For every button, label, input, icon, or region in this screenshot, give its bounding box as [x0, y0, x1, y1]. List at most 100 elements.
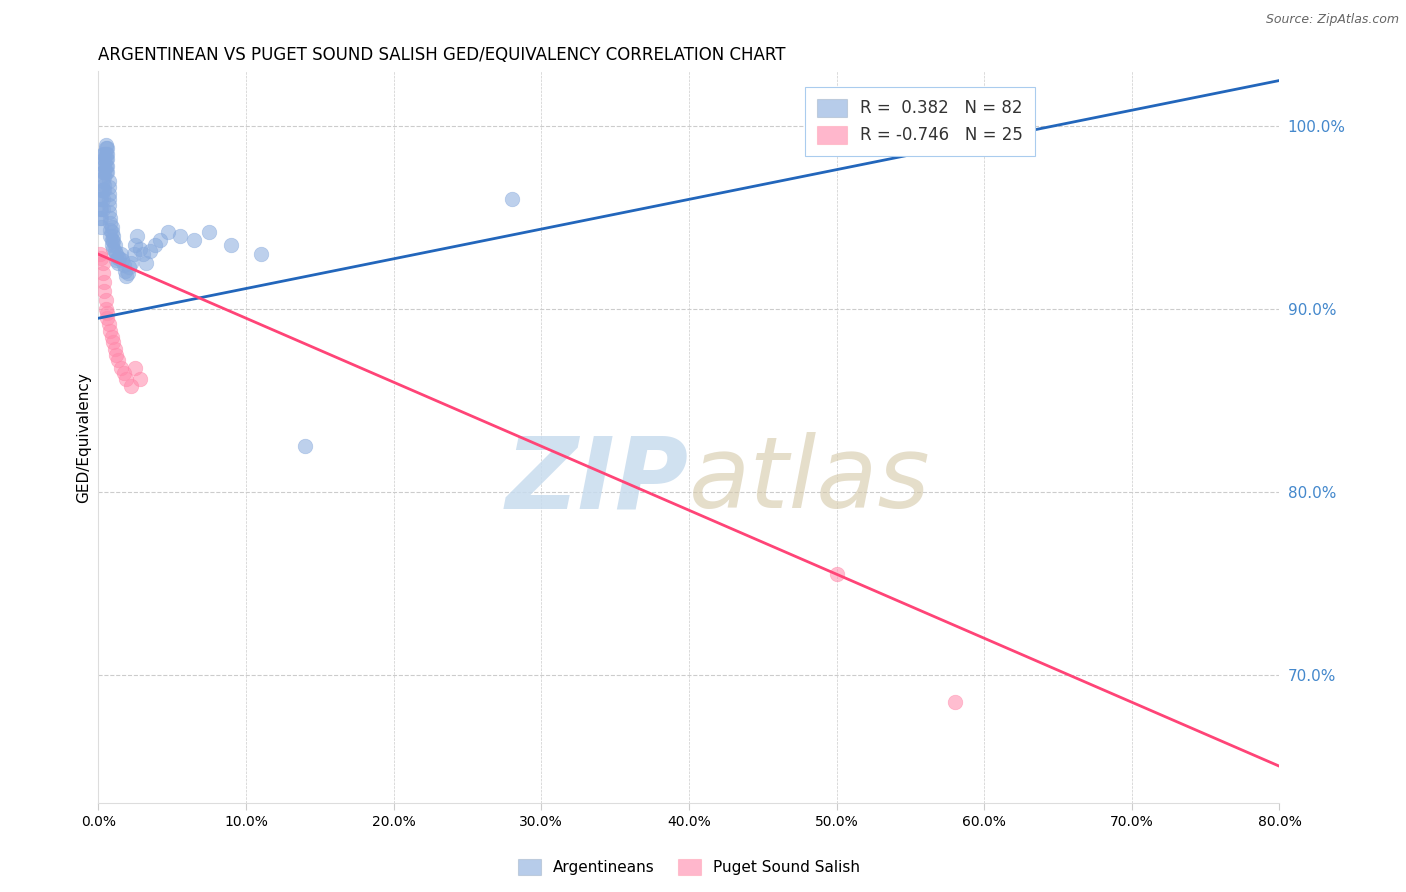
Point: [107, 251, 129, 265]
Point: [93, 183, 115, 197]
Point: [97, 186, 120, 201]
Point: [114, 263, 136, 277]
Point: [93, 170, 115, 185]
Point: [124, 360, 146, 375]
Point: [100, 233, 122, 247]
Point: [93, 178, 115, 192]
Point: [96, 141, 118, 155]
Point: [91, 183, 114, 197]
Point: [94, 160, 117, 174]
Point: [98, 324, 121, 338]
Point: [91, 146, 114, 161]
Text: Source: ZipAtlas.com: Source: ZipAtlas.com: [1265, 13, 1399, 27]
Point: [103, 235, 125, 249]
Point: [120, 256, 142, 270]
Point: [100, 225, 122, 239]
Point: [125, 228, 148, 243]
Point: [94, 137, 117, 152]
Point: [91, 256, 114, 270]
Point: [107, 353, 129, 368]
Legend: Argentineans, Puget Sound Salish: Argentineans, Puget Sound Salish: [510, 852, 868, 883]
Point: [97, 198, 120, 212]
Point: [98, 223, 121, 237]
Text: atlas: atlas: [689, 433, 931, 530]
Point: [90, 192, 112, 206]
Point: [100, 219, 122, 234]
Point: [96, 146, 118, 161]
Point: [89, 211, 111, 225]
Point: [93, 146, 115, 161]
Point: [112, 258, 135, 272]
Point: [943, 695, 966, 709]
Point: [91, 192, 114, 206]
Point: [90, 219, 112, 234]
Point: [97, 317, 120, 331]
Point: [107, 256, 129, 270]
Point: [120, 379, 142, 393]
Point: [117, 265, 139, 279]
Point: [97, 179, 120, 194]
Point: [135, 256, 157, 270]
Point: [105, 252, 128, 267]
Text: ARGENTINEAN VS PUGET SOUND SALISH GED/EQUIVALENCY CORRELATION CHART: ARGENTINEAN VS PUGET SOUND SALISH GED/EQ…: [98, 46, 786, 64]
Point: [128, 371, 150, 385]
Point: [250, 247, 273, 261]
Point: [118, 260, 141, 274]
Point: [96, 165, 118, 179]
Point: [98, 216, 121, 230]
Point: [94, 293, 117, 307]
Point: [128, 242, 150, 256]
Point: [132, 247, 155, 261]
Point: [124, 238, 146, 252]
Point: [198, 225, 221, 239]
Point: [105, 247, 128, 261]
Point: [90, 202, 112, 216]
Point: [100, 329, 122, 343]
Point: [103, 242, 125, 256]
Point: [219, 238, 242, 252]
Point: [94, 146, 117, 161]
Point: [104, 343, 127, 357]
Point: [97, 174, 120, 188]
Point: [103, 228, 125, 243]
Point: [294, 439, 316, 453]
Point: [112, 366, 135, 380]
Point: [100, 238, 122, 252]
Point: [97, 192, 120, 206]
Point: [91, 155, 114, 169]
Point: [93, 152, 115, 166]
Point: [98, 228, 121, 243]
Point: [91, 165, 114, 179]
Point: [110, 360, 132, 375]
Point: [156, 225, 179, 239]
Point: [91, 174, 114, 188]
Point: [183, 233, 205, 247]
Point: [97, 205, 120, 219]
Point: [825, 567, 848, 582]
Point: [94, 141, 117, 155]
Point: [111, 252, 134, 267]
Point: [98, 211, 121, 225]
Point: [93, 275, 115, 289]
Point: [110, 247, 132, 261]
Point: [94, 152, 117, 166]
Point: [89, 192, 111, 206]
Point: [93, 160, 115, 174]
Point: [96, 152, 118, 166]
Point: [143, 238, 166, 252]
Y-axis label: GED/Equivalency: GED/Equivalency: [76, 372, 91, 502]
Point: [90, 183, 112, 197]
Point: [139, 244, 162, 258]
Point: [96, 311, 118, 326]
Point: [89, 202, 111, 216]
Point: [93, 284, 115, 298]
Point: [94, 165, 117, 179]
Point: [103, 334, 125, 349]
Point: [96, 306, 118, 320]
Point: [91, 265, 114, 279]
Point: [105, 348, 128, 362]
Text: ZIP: ZIP: [506, 433, 689, 530]
Point: [104, 244, 127, 258]
Point: [115, 371, 138, 385]
Point: [501, 192, 523, 206]
